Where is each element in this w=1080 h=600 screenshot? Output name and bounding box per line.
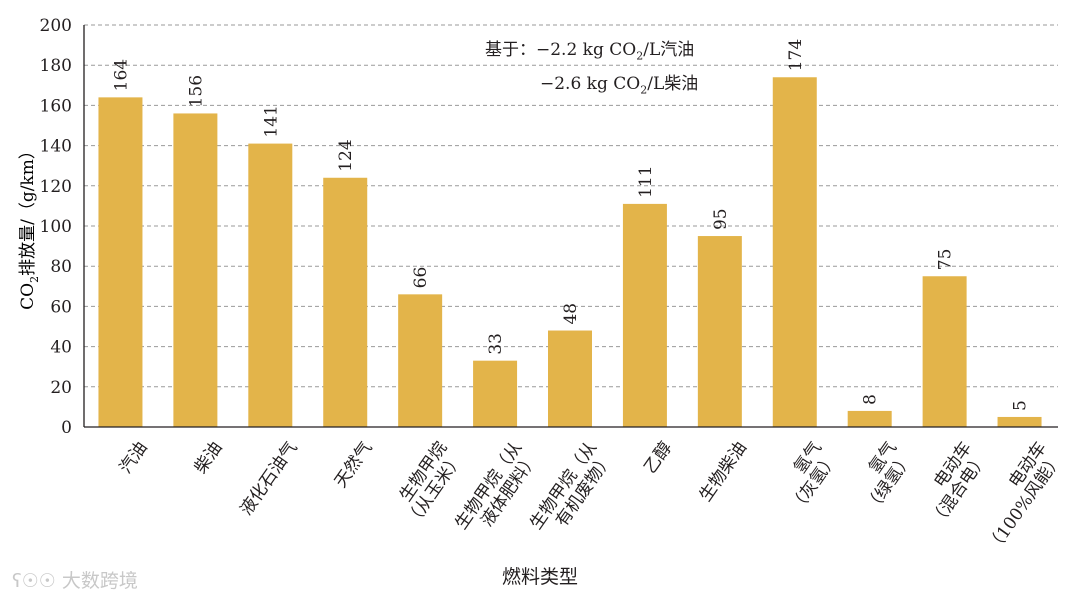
bar bbox=[997, 416, 1042, 427]
value-label: 33 bbox=[486, 333, 506, 355]
value-label: 111 bbox=[636, 165, 656, 197]
y-tick-label: 0 bbox=[61, 418, 72, 438]
category-label: 生物柴油 bbox=[696, 438, 751, 505]
value-label: 164 bbox=[111, 59, 131, 91]
y-axis-label: CO2排放量/（g/km） bbox=[18, 142, 41, 310]
y-tick-label: 140 bbox=[40, 137, 72, 157]
annotation-line-2: −2.6 kg CO2/L柴油 bbox=[540, 74, 699, 97]
value-labels: 164 156 141 124 66 33 48 111 95 174 8 75 5 bbox=[111, 39, 1030, 411]
value-label: 66 bbox=[411, 267, 431, 289]
value-label: 174 bbox=[786, 39, 806, 71]
annotation: 基于：−2.2 kg CO2/L汽油 −2.6 kg CO2/L柴油 bbox=[485, 36, 698, 105]
value-label: 48 bbox=[561, 303, 581, 325]
y-tick-labels: 0 20 40 60 80 100 120 140 160 180 200 bbox=[40, 16, 72, 438]
value-label: 75 bbox=[936, 249, 956, 271]
y-tick-label: 160 bbox=[40, 96, 72, 116]
category-label: 氢气（灰氢） bbox=[771, 438, 842, 516]
bar bbox=[173, 113, 218, 427]
y-tick-label: 60 bbox=[50, 297, 72, 317]
category-label: 汽油 bbox=[116, 438, 152, 477]
bar bbox=[98, 97, 143, 428]
category-label: 氢气（绿氢） bbox=[846, 438, 917, 516]
x-axis-title: 燃料类型 bbox=[501, 566, 578, 588]
value-label: 8 bbox=[861, 394, 881, 405]
y-tick-label: 100 bbox=[40, 217, 72, 237]
bar bbox=[922, 276, 967, 427]
y-axis-label-rest: 排放量/（g/km） bbox=[18, 142, 38, 276]
value-label: 95 bbox=[711, 208, 731, 230]
category-label: 生物甲烷（从液体肥料） bbox=[451, 438, 542, 544]
bar bbox=[847, 410, 892, 427]
y-tick-label: 80 bbox=[50, 257, 72, 277]
category-label: 液化石油气 bbox=[236, 438, 301, 519]
y-axis-label-co: CO bbox=[18, 283, 38, 310]
y-tick-label: 180 bbox=[40, 56, 72, 76]
bar bbox=[398, 294, 443, 427]
value-label: 156 bbox=[186, 75, 206, 107]
y-axis-label-sub: 2 bbox=[28, 276, 41, 283]
category-label: 生物甲烷（从有机废物） bbox=[526, 438, 617, 544]
bar bbox=[248, 143, 293, 427]
category-label: 乙醇 bbox=[640, 438, 676, 477]
bar bbox=[772, 77, 817, 427]
annotation-line-1: 基于：−2.2 kg CO2/L汽油 bbox=[485, 40, 695, 63]
y-tick-label: 20 bbox=[50, 378, 72, 398]
category-labels: 汽油 柴油 液化石油气 天然气 生物甲烷（从玉米）生物甲烷（从液体肥料）生物甲烷（从有机… bbox=[116, 438, 1067, 556]
y-tick-label: 40 bbox=[50, 338, 72, 358]
bar bbox=[473, 360, 518, 427]
value-label: 5 bbox=[1011, 400, 1031, 411]
y-tick-label: 120 bbox=[40, 177, 72, 197]
bar bbox=[622, 203, 667, 427]
y-tick-label: 200 bbox=[40, 16, 72, 36]
watermark-logo-icon: ʕ☉☉ bbox=[12, 570, 62, 592]
category-label: 柴油 bbox=[191, 438, 227, 477]
bar bbox=[548, 330, 592, 427]
value-label: 124 bbox=[336, 139, 356, 171]
category-label: 电动车（混合电） bbox=[911, 438, 992, 530]
bar bbox=[323, 177, 368, 427]
category-label: 天然气 bbox=[331, 438, 377, 491]
bars bbox=[98, 77, 1042, 428]
watermark: ʕ☉☉ 大数跨境 bbox=[12, 570, 138, 592]
bar bbox=[697, 236, 742, 427]
value-label: 141 bbox=[261, 105, 281, 137]
